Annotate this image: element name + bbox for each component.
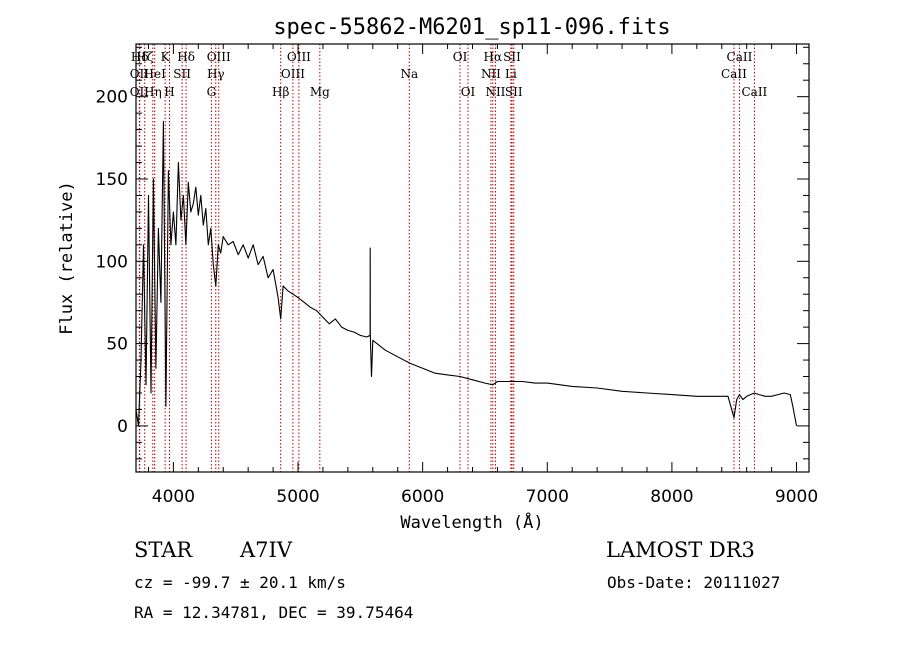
line-label-7: H bbox=[164, 85, 174, 99]
line-label-23: SII bbox=[503, 50, 521, 64]
plot-frame bbox=[135, 43, 810, 473]
line-label-8: SII bbox=[173, 67, 191, 81]
x-tick-label-5000: 5000 bbox=[276, 487, 319, 507]
line-label-18: OI bbox=[453, 50, 468, 64]
line-label-0: Hδ bbox=[131, 50, 149, 64]
line-label-17: Na bbox=[400, 67, 418, 81]
line-label-26: CaII bbox=[727, 50, 753, 64]
series-spectrum bbox=[135, 120, 798, 427]
y-tick-label-150: 150 bbox=[96, 170, 128, 190]
line-label-6: K bbox=[161, 50, 171, 64]
line-label-12: G bbox=[207, 85, 217, 99]
line-label-28: CaII bbox=[741, 85, 767, 99]
y-axis-label: Flux (relative) bbox=[57, 181, 77, 335]
line-label-22: NII bbox=[485, 85, 505, 99]
line-label-15: OIII bbox=[281, 67, 305, 81]
x-axis-label: Wavelength (Å) bbox=[400, 511, 543, 533]
y-tick-label-50: 50 bbox=[106, 335, 128, 355]
line-label-13: Hβ bbox=[272, 85, 289, 99]
line-label-4: HeI bbox=[144, 67, 167, 81]
line-label-14: OIII bbox=[287, 50, 311, 64]
chart-title: spec-55862-M6201_sp11-096.fits bbox=[273, 15, 670, 40]
spectral-subclass: A7IV bbox=[240, 538, 292, 562]
line-label-1: OII bbox=[130, 67, 150, 81]
x-tick-label-4000: 4000 bbox=[152, 487, 195, 507]
line-label-21: NII bbox=[481, 67, 501, 81]
x-tick-label-7000: 7000 bbox=[526, 487, 569, 507]
line-label-11: Hγ bbox=[207, 67, 225, 81]
line-label-16: Mg bbox=[310, 85, 330, 99]
line-label-10: OIII bbox=[207, 50, 231, 64]
coordinates: RA = 12.34781, DEC = 39.75464 bbox=[134, 603, 414, 622]
observation-date: Obs-Date: 20111027 bbox=[607, 573, 781, 592]
line-label-27: CaII bbox=[721, 67, 747, 81]
x-tick-label-8000: 8000 bbox=[650, 487, 693, 507]
line-label-19: OI bbox=[461, 85, 476, 99]
line-label-20: Hα bbox=[484, 50, 503, 64]
survey-name: LAMOST DR3 bbox=[606, 538, 755, 562]
line-label-3: Hζ bbox=[136, 50, 153, 64]
line-label-25: SII bbox=[505, 85, 523, 99]
y-tick-label-0: 0 bbox=[117, 417, 128, 437]
line-label-24: Li bbox=[505, 67, 517, 81]
y-tick-label-200: 200 bbox=[96, 88, 128, 108]
redshift-velocity: cz = -99.7 ± 20.1 km/s bbox=[134, 573, 346, 592]
y-tick-label-100: 100 bbox=[96, 252, 128, 272]
object-class: STAR bbox=[134, 538, 193, 562]
line-label-9: Hδ bbox=[177, 50, 195, 64]
line-label-2: OII bbox=[130, 85, 150, 99]
x-tick-label-9000: 9000 bbox=[775, 487, 818, 507]
line-label-5: Hη bbox=[144, 85, 162, 99]
x-tick-label-6000: 6000 bbox=[401, 487, 444, 507]
